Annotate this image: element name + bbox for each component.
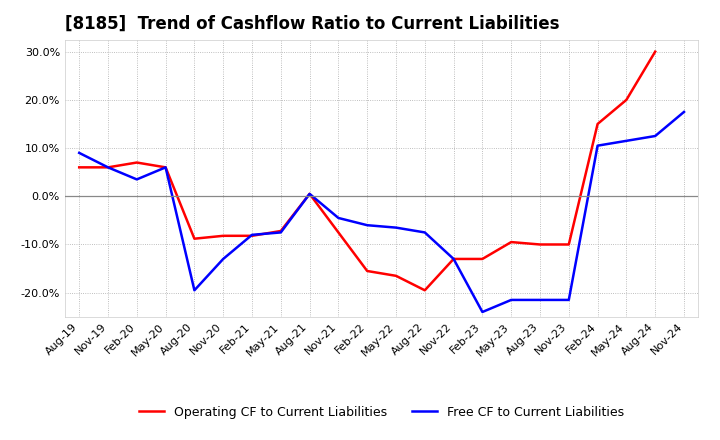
Operating CF to Current Liabilities [449, 257, 458, 262]
Operating CF to Current Liabilities [622, 97, 631, 103]
Free CF to Current Liabilities [305, 191, 314, 197]
Free CF to Current Liabilities [536, 297, 544, 303]
Operating CF to Current Liabilities [161, 165, 170, 170]
Operating CF to Current Liabilities [219, 233, 228, 238]
Free CF to Current Liabilities [564, 297, 573, 303]
Free CF to Current Liabilities [363, 223, 372, 228]
Free CF to Current Liabilities [248, 232, 256, 238]
Text: [8185]  Trend of Cashflow Ratio to Current Liabilities: [8185] Trend of Cashflow Ratio to Curren… [65, 15, 559, 33]
Operating CF to Current Liabilities [104, 165, 112, 170]
Operating CF to Current Liabilities [593, 121, 602, 127]
Operating CF to Current Liabilities [651, 49, 660, 54]
Operating CF to Current Liabilities [392, 273, 400, 279]
Free CF to Current Liabilities [420, 230, 429, 235]
Free CF to Current Liabilities [449, 257, 458, 262]
Free CF to Current Liabilities [507, 297, 516, 303]
Operating CF to Current Liabilities [564, 242, 573, 247]
Operating CF to Current Liabilities [75, 165, 84, 170]
Free CF to Current Liabilities [593, 143, 602, 148]
Free CF to Current Liabilities [219, 257, 228, 262]
Operating CF to Current Liabilities [536, 242, 544, 247]
Operating CF to Current Liabilities [248, 233, 256, 238]
Operating CF to Current Liabilities [478, 257, 487, 262]
Operating CF to Current Liabilities [190, 236, 199, 242]
Free CF to Current Liabilities [75, 150, 84, 155]
Free CF to Current Liabilities [161, 165, 170, 170]
Operating CF to Current Liabilities [276, 228, 285, 234]
Free CF to Current Liabilities [680, 109, 688, 114]
Free CF to Current Liabilities [622, 138, 631, 143]
Legend: Operating CF to Current Liabilities, Free CF to Current Liabilities: Operating CF to Current Liabilities, Fre… [134, 401, 629, 424]
Operating CF to Current Liabilities [305, 191, 314, 197]
Operating CF to Current Liabilities [132, 160, 141, 165]
Free CF to Current Liabilities [651, 133, 660, 139]
Free CF to Current Liabilities [104, 165, 112, 170]
Operating CF to Current Liabilities [420, 288, 429, 293]
Free CF to Current Liabilities [276, 230, 285, 235]
Operating CF to Current Liabilities [507, 239, 516, 245]
Free CF to Current Liabilities [132, 177, 141, 182]
Line: Operating CF to Current Liabilities: Operating CF to Current Liabilities [79, 51, 655, 290]
Operating CF to Current Liabilities [334, 230, 343, 235]
Free CF to Current Liabilities [478, 309, 487, 315]
Operating CF to Current Liabilities [363, 268, 372, 274]
Free CF to Current Liabilities [334, 215, 343, 220]
Free CF to Current Liabilities [190, 288, 199, 293]
Free CF to Current Liabilities [392, 225, 400, 230]
Line: Free CF to Current Liabilities: Free CF to Current Liabilities [79, 112, 684, 312]
